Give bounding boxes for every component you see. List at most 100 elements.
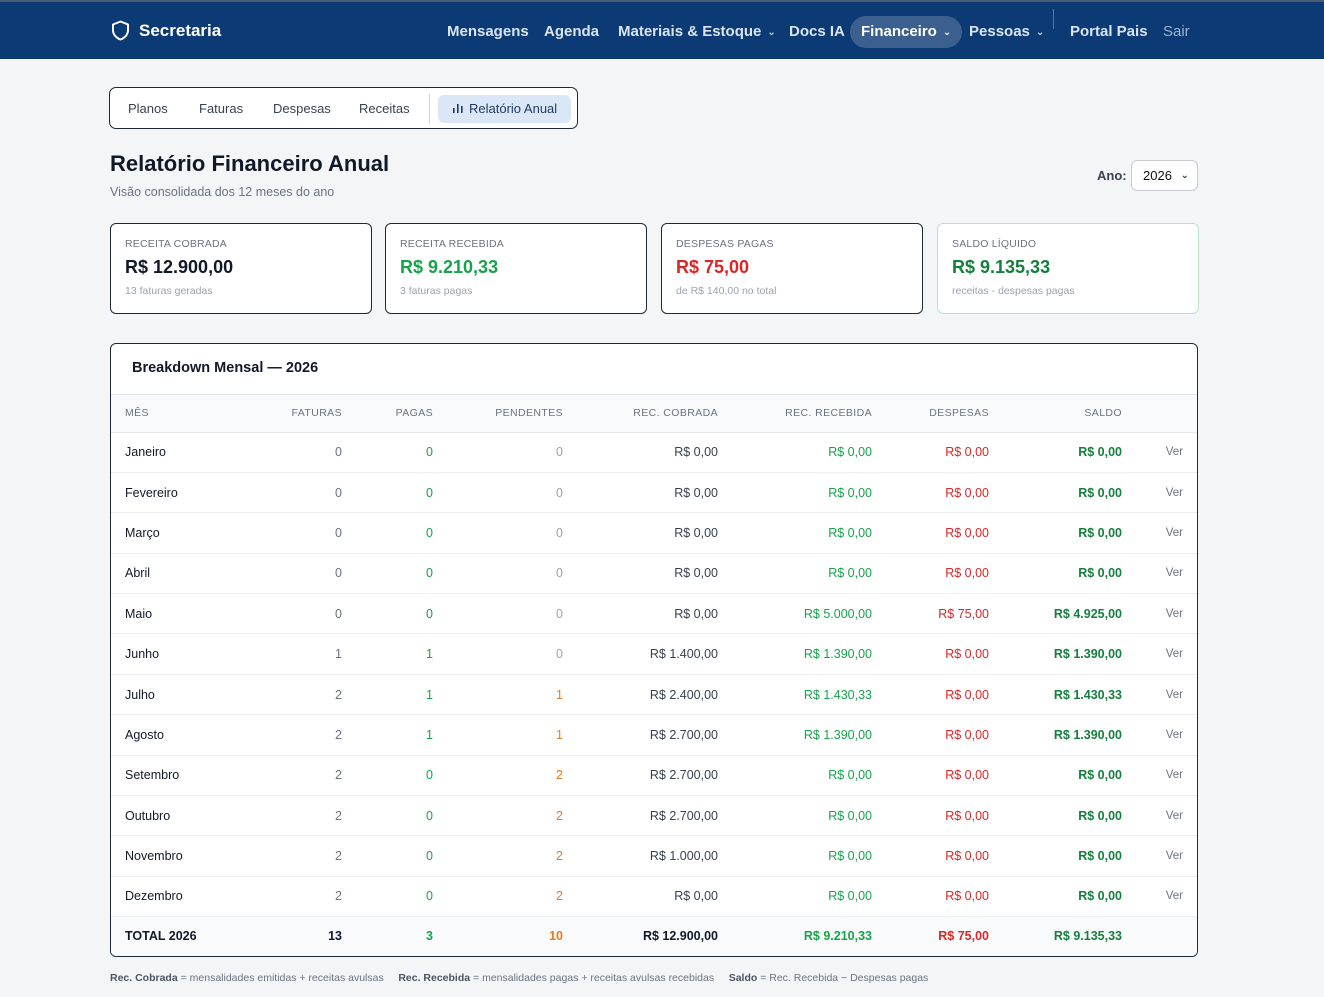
chevron-down-icon: ⌄ xyxy=(942,27,952,38)
col-pendentes: PENDENTES xyxy=(433,395,563,433)
ver-link[interactable]: Ver xyxy=(1122,714,1197,756)
nav-portal-pais[interactable]: Portal Pais xyxy=(1070,23,1148,40)
card-note: receitas - despesas pagas xyxy=(952,285,1075,297)
card-value: R$ 12.900,00 xyxy=(125,257,234,277)
cell-pagas: 0 xyxy=(342,876,433,918)
cell-pendentes: 2 xyxy=(433,755,563,797)
ver-link[interactable]: Ver xyxy=(1122,633,1197,675)
breakdown-table: MÊS FATURAS PAGAS PENDENTES REC. COBRADA… xyxy=(111,395,1197,956)
cell-pagas: 0 xyxy=(342,512,433,554)
nav-mensagens[interactable]: Mensagens xyxy=(447,23,529,40)
cell-saldo: R$ 0,00 xyxy=(989,795,1122,837)
cell-mes: Outubro xyxy=(111,795,251,837)
ver-link[interactable]: Ver xyxy=(1122,835,1197,877)
cell-rec-cobrada: R$ 0,00 xyxy=(563,593,718,635)
cell-saldo: R$ 0,00 xyxy=(989,512,1122,554)
table-row: Dezembro 2 0 2 R$ 0,00 R$ 0,00 R$ 0,00 R$ 0,00 V… xyxy=(111,876,1197,918)
table-row: Abril 0 0 0 R$ 0,00 R$ 0,00 R$ 0,00 R$ 0,00 Ver xyxy=(111,553,1197,595)
chevron-down-icon: ⌄ xyxy=(1035,27,1045,38)
divider xyxy=(111,394,1197,395)
total-despesas: R$ 75,00 xyxy=(872,916,989,956)
main-nav: Mensagens Agenda Materiais & Estoque ⌄ Do… xyxy=(0,16,1324,48)
card-value: R$ 9.135,33 xyxy=(952,257,1051,277)
cell-saldo: R$ 4.925,00 xyxy=(989,593,1122,635)
cell-mes: Setembro xyxy=(111,755,251,797)
total-label: TOTAL 2026 xyxy=(111,916,251,956)
nav-materiais[interactable]: Materiais & Estoque ⌄ xyxy=(618,16,776,48)
total-rec-recebida: R$ 9.210,33 xyxy=(718,916,872,956)
card-receita-cobrada: RECEITA COBRADA R$ 12.900,00 13 faturas … xyxy=(110,223,372,314)
cell-rec-recebida: R$ 0,00 xyxy=(718,876,872,918)
cell-pendentes: 0 xyxy=(433,633,563,675)
card-note: 3 faturas pagas xyxy=(400,285,473,297)
cell-mes: Dezembro xyxy=(111,876,251,918)
cell-faturas: 2 xyxy=(251,876,342,918)
cell-mes: Fevereiro xyxy=(111,472,251,514)
year-select[interactable]: 2026 ⌄ xyxy=(1131,160,1198,191)
page-title: Relatório Financeiro Anual xyxy=(110,151,390,176)
tab-planos[interactable]: Planos xyxy=(128,101,168,116)
breakdown-panel: Breakdown Mensal — 2026 MÊS FATURAS PAGA… xyxy=(110,343,1198,957)
cell-faturas: 0 xyxy=(251,432,342,473)
nav-docs-ia[interactable]: Docs IA xyxy=(789,23,845,40)
cell-rec-recebida: R$ 0,00 xyxy=(718,553,872,595)
cell-mes: Julho xyxy=(111,674,251,716)
brand-logo[interactable]: Secretaria xyxy=(111,20,221,41)
card-label: RECEITA COBRADA xyxy=(125,238,227,250)
table-row: Setembro 2 0 2 R$ 2.700,00 R$ 0,00 R$ 0,00 R$ 0… xyxy=(111,755,1197,797)
ver-link[interactable]: Ver xyxy=(1122,553,1197,595)
card-value: R$ 9.210,33 xyxy=(400,257,499,277)
cell-rec-cobrada: R$ 0,00 xyxy=(563,472,718,514)
ver-link[interactable]: Ver xyxy=(1122,674,1197,716)
cell-saldo: R$ 0,00 xyxy=(989,835,1122,877)
ver-link[interactable]: Ver xyxy=(1122,593,1197,635)
total-empty xyxy=(1122,916,1197,956)
cell-rec-cobrada: R$ 2.700,00 xyxy=(563,755,718,797)
tab-receitas[interactable]: Receitas xyxy=(359,101,410,116)
cell-despesas: R$ 0,00 xyxy=(872,835,989,877)
ver-link[interactable]: Ver xyxy=(1122,472,1197,514)
card-note: 13 faturas geradas xyxy=(125,285,213,297)
tab-faturas[interactable]: Faturas xyxy=(199,101,244,116)
nav-sair[interactable]: Sair xyxy=(1163,23,1190,40)
table-row: Agosto 2 1 1 R$ 2.700,00 R$ 1.390,00 R$ 0,00 R$… xyxy=(111,714,1197,756)
cell-pendentes: 1 xyxy=(433,674,563,716)
nav-financeiro[interactable]: Financeiro ⌄ xyxy=(850,16,963,48)
cell-saldo: R$ 0,00 xyxy=(989,876,1122,918)
cell-pagas: 1 xyxy=(342,633,433,675)
ver-link[interactable]: Ver xyxy=(1122,755,1197,797)
cell-rec-cobrada: R$ 2.700,00 xyxy=(563,795,718,837)
chevron-down-icon: ⌄ xyxy=(767,27,776,38)
cell-pendentes: 0 xyxy=(433,472,563,514)
cell-saldo: R$ 1.390,00 xyxy=(989,633,1122,675)
table-row: Março 0 0 0 R$ 0,00 R$ 0,00 R$ 0,00 R$ 0,00 Ver xyxy=(111,512,1197,554)
ver-link[interactable]: Ver xyxy=(1122,876,1197,918)
cell-rec-recebida: R$ 0,00 xyxy=(718,755,872,797)
chevron-down-icon: ⌄ xyxy=(1180,170,1189,181)
card-label: DESPESAS PAGAS xyxy=(676,238,774,250)
cell-pagas: 1 xyxy=(342,674,433,716)
cell-pagas: 0 xyxy=(342,795,433,837)
total-saldo: R$ 9.135,33 xyxy=(989,916,1122,956)
cell-pendentes: 0 xyxy=(433,553,563,595)
nav-materiais-label: Materiais & Estoque xyxy=(618,23,762,40)
legend-rr-text: = mensalidades pagas + receitas avulsas … xyxy=(473,972,715,984)
tab-relatorio-label: Relatório Anual xyxy=(469,101,558,116)
nav-pessoas[interactable]: Pessoas ⌄ xyxy=(969,16,1044,48)
cell-rec-recebida: R$ 5.000,00 xyxy=(718,593,872,635)
ver-link[interactable]: Ver xyxy=(1122,432,1197,473)
year-label: Ano: xyxy=(1097,168,1127,183)
cell-pendentes: 0 xyxy=(433,593,563,635)
ver-link[interactable]: Ver xyxy=(1122,512,1197,554)
ver-link[interactable]: Ver xyxy=(1122,795,1197,837)
tab-despesas[interactable]: Despesas xyxy=(273,101,331,116)
cell-despesas: R$ 0,00 xyxy=(872,876,989,918)
table-legend: Rec. Cobrada = mensalidades emitidas + r… xyxy=(110,972,928,984)
cell-pagas: 0 xyxy=(342,432,433,473)
cell-mes: Março xyxy=(111,512,251,554)
nav-agenda[interactable]: Agenda xyxy=(544,23,600,40)
cell-faturas: 2 xyxy=(251,835,342,877)
legend-rc-text: = mensalidades emitidas + receitas avuls… xyxy=(180,972,384,984)
tab-relatorio-anual[interactable]: Relatório Anual xyxy=(438,95,572,123)
cell-despesas: R$ 0,00 xyxy=(872,755,989,797)
